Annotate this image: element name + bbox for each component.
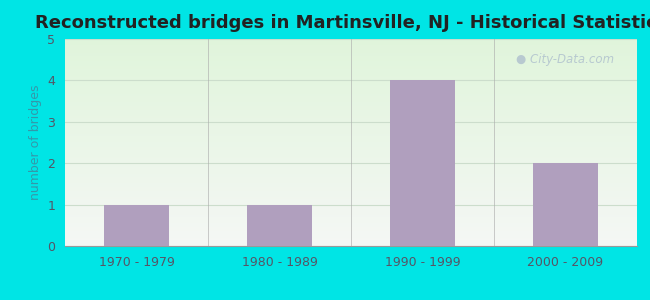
Bar bbox=[247, 205, 312, 246]
Text: ● City-Data.com: ● City-Data.com bbox=[516, 53, 614, 67]
Bar bbox=[104, 205, 169, 246]
Y-axis label: number of bridges: number of bridges bbox=[29, 85, 42, 200]
Title: Reconstructed bridges in Martinsville, NJ - Historical Statistics: Reconstructed bridges in Martinsville, N… bbox=[35, 14, 650, 32]
Bar bbox=[534, 163, 598, 246]
Bar bbox=[390, 80, 455, 246]
